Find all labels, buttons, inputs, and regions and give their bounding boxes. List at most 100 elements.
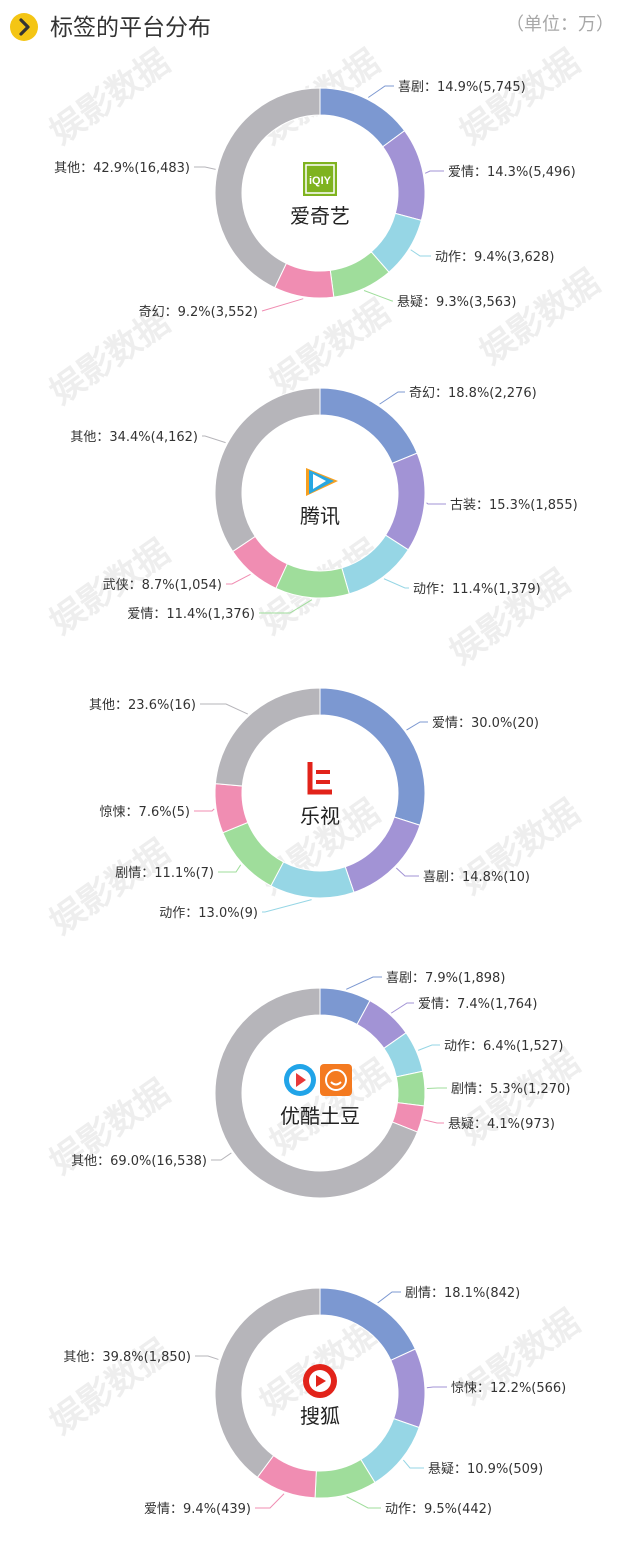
slice-label-爱情: 爱情：7.4%(1,764) — [418, 997, 537, 1012]
slice-label-其他: 其他：42.9%(16,483) — [54, 161, 190, 176]
leader-line — [417, 1044, 440, 1051]
donut-slice-其他 — [214, 1287, 321, 1479]
slice-label-动作: 动作：11.4%(1,379) — [413, 582, 541, 597]
leader-line — [200, 703, 249, 715]
leader-line — [218, 864, 242, 873]
slice-label-其他: 其他：39.8%(1,850) — [63, 1350, 191, 1365]
donut-slice-其他 — [214, 687, 321, 787]
leader-line — [406, 721, 428, 731]
platform-name: 搜狐 — [300, 1404, 340, 1428]
letv-logo — [307, 762, 332, 795]
leader-line — [346, 976, 382, 990]
leader-line — [367, 85, 394, 98]
platform-name: 爱奇艺 — [290, 204, 350, 228]
slice-label-悬疑: 悬疑：9.3%(3,563) — [397, 294, 516, 310]
section-header: 标签的平台分布 （单位：万） — [0, 0, 640, 56]
donut-chart-letv: 爱情：30.0%(20) 喜剧：14.8%(10) 动作：13.0%(9) 剧情：11… — [0, 646, 640, 946]
page-title: 标签的平台分布 — [50, 15, 211, 41]
donut-slice-动作 — [270, 861, 355, 899]
youku-tudou-logo — [284, 1064, 352, 1096]
leader-line — [402, 1459, 424, 1469]
leader-line — [194, 166, 216, 170]
donut-slice-剧情 — [395, 1070, 426, 1107]
leader-line — [194, 808, 215, 812]
donut-slice-其他 — [214, 987, 419, 1199]
slice-label-爱情: 爱情：30.0%(20) — [432, 716, 539, 731]
slice-label-古装: 古装：15.3%(1,855) — [450, 498, 578, 513]
donut-slice-古装 — [384, 452, 426, 551]
slice-label-其他: 其他：23.6%(16) — [89, 698, 196, 713]
donut-chart-svg: 喜剧：14.9%(5,745) 爱情：14.3%(5,496) 动作：9.4%(3,… — [54, 80, 576, 320]
slice-label-动作: 动作：13.0%(9) — [159, 906, 258, 921]
leader-line — [410, 249, 431, 257]
leader-line — [377, 1291, 401, 1304]
leader-line — [363, 290, 393, 302]
slice-label-喜剧: 喜剧：14.9%(5,745) — [398, 80, 526, 95]
chevron-right-icon — [10, 13, 38, 41]
leader-line — [426, 502, 446, 505]
leader-line — [226, 573, 251, 585]
slice-label-爱情: 爱情：14.3%(5,496) — [448, 165, 576, 180]
platform-name: 腾讯 — [300, 504, 340, 528]
donut-slice-奇幻 — [319, 387, 418, 465]
donut-chart-svg: 剧情：18.1%(842) 惊悚：12.2%(566) 悬疑：10.9%(509) 动… — [63, 1286, 566, 1517]
donut-slice-剧情 — [222, 821, 285, 887]
slice-label-悬疑: 悬疑：4.1%(973) — [448, 1116, 555, 1132]
unit-note: （单位：万） — [506, 14, 614, 35]
iqiyi-logo-box — [303, 162, 337, 196]
slice-label-奇幻: 奇幻：9.2%(3,552) — [139, 304, 258, 320]
donut-chart-youku-tudou: 喜剧：7.9%(1,898) 爱情：7.4%(1,764) 动作：6.4%(1,52… — [0, 946, 640, 1246]
slice-label-武侠: 武侠：8.7%(1,054) — [103, 578, 222, 593]
donut-chart-svg: 奇幻：18.8%(2,276) 古装：15.3%(1,855) 动作：11.4%(1… — [70, 385, 578, 622]
donut-chart-sohu: 剧情：18.1%(842) 惊悚：12.2%(566) 悬疑：10.9%(509) 动… — [0, 1246, 640, 1546]
slice-label-爱情: 爱情：11.4%(1,376) — [127, 607, 255, 622]
donut-chart-iqiyi: 喜剧：14.9%(5,745) 爱情：14.3%(5,496) 动作：9.4%(3,… — [0, 46, 640, 346]
leader-line — [262, 899, 312, 913]
slice-label-惊悚: 惊悚：12.2%(566) — [451, 1381, 566, 1396]
slice-label-惊悚: 惊悚：7.6%(5) — [100, 805, 190, 820]
leader-line — [426, 1386, 447, 1389]
slice-label-动作: 动作：6.4%(1,527) — [444, 1039, 563, 1054]
slice-label-悬疑: 悬疑：10.9%(509) — [428, 1461, 543, 1477]
slice-label-喜剧: 喜剧：14.8%(10) — [423, 870, 530, 885]
donut-slice-其他 — [214, 87, 321, 289]
donut-slice-惊悚 — [390, 1348, 426, 1429]
leader-line — [202, 435, 226, 444]
donut-slice-喜剧 — [319, 87, 406, 148]
leader-line — [383, 578, 409, 589]
slice-label-剧情: 剧情：5.3%(1,270) — [451, 1082, 570, 1097]
slice-label-剧情: 剧情：11.1%(7) — [115, 866, 214, 881]
slice-label-其他: 其他：34.4%(4,162) — [70, 430, 198, 445]
slice-label-剧情: 剧情：18.1%(842) — [405, 1286, 520, 1301]
slice-label-其他: 其他：69.0%(16,538) — [71, 1154, 207, 1169]
donut-chart-svg: 爱情：30.0%(20) 喜剧：14.8%(10) 动作：13.0%(9) 剧情：11… — [89, 687, 539, 921]
leader-line — [390, 1002, 414, 1014]
leader-line — [255, 1493, 285, 1509]
platform-name: 优酷土豆 — [280, 1104, 360, 1128]
slice-label-奇幻: 奇幻：18.8%(2,276) — [409, 385, 537, 401]
donut-slice-其他 — [214, 387, 321, 553]
leader-line — [211, 1152, 232, 1161]
donut-slice-喜剧 — [344, 816, 421, 893]
leader-line — [395, 867, 419, 877]
slice-label-动作: 动作：9.5%(442) — [385, 1502, 492, 1517]
leader-line — [346, 1496, 381, 1509]
leader-line — [259, 599, 313, 614]
donut-chart-svg: 喜剧：7.9%(1,898) 爱情：7.4%(1,764) 动作：6.4%(1,52… — [71, 971, 570, 1199]
donut-slice-爱情 — [382, 130, 426, 222]
slice-label-爱情: 爱情：9.4%(439) — [144, 1502, 251, 1517]
slice-label-动作: 动作：9.4%(3,628) — [435, 250, 554, 265]
donut-chart-tencent: 奇幻：18.8%(2,276) 古装：15.3%(1,855) 动作：11.4%(1… — [0, 346, 640, 646]
sohu-video-logo — [303, 1364, 337, 1398]
leader-line — [195, 1355, 219, 1360]
slice-label-喜剧: 喜剧：7.9%(1,898) — [386, 971, 505, 986]
iqiyi-logo: iQIY — [303, 162, 337, 196]
tencent-video-logo — [306, 468, 338, 496]
leader-line — [379, 391, 405, 405]
leader-line — [424, 170, 444, 174]
donut-slice-剧情 — [319, 1287, 416, 1361]
platform-name: 乐视 — [300, 804, 340, 828]
iqiyi-logo-frame — [305, 164, 335, 194]
iqiyi-logo-text: iQIY — [309, 175, 332, 187]
donut-slice-爱情 — [275, 563, 350, 599]
